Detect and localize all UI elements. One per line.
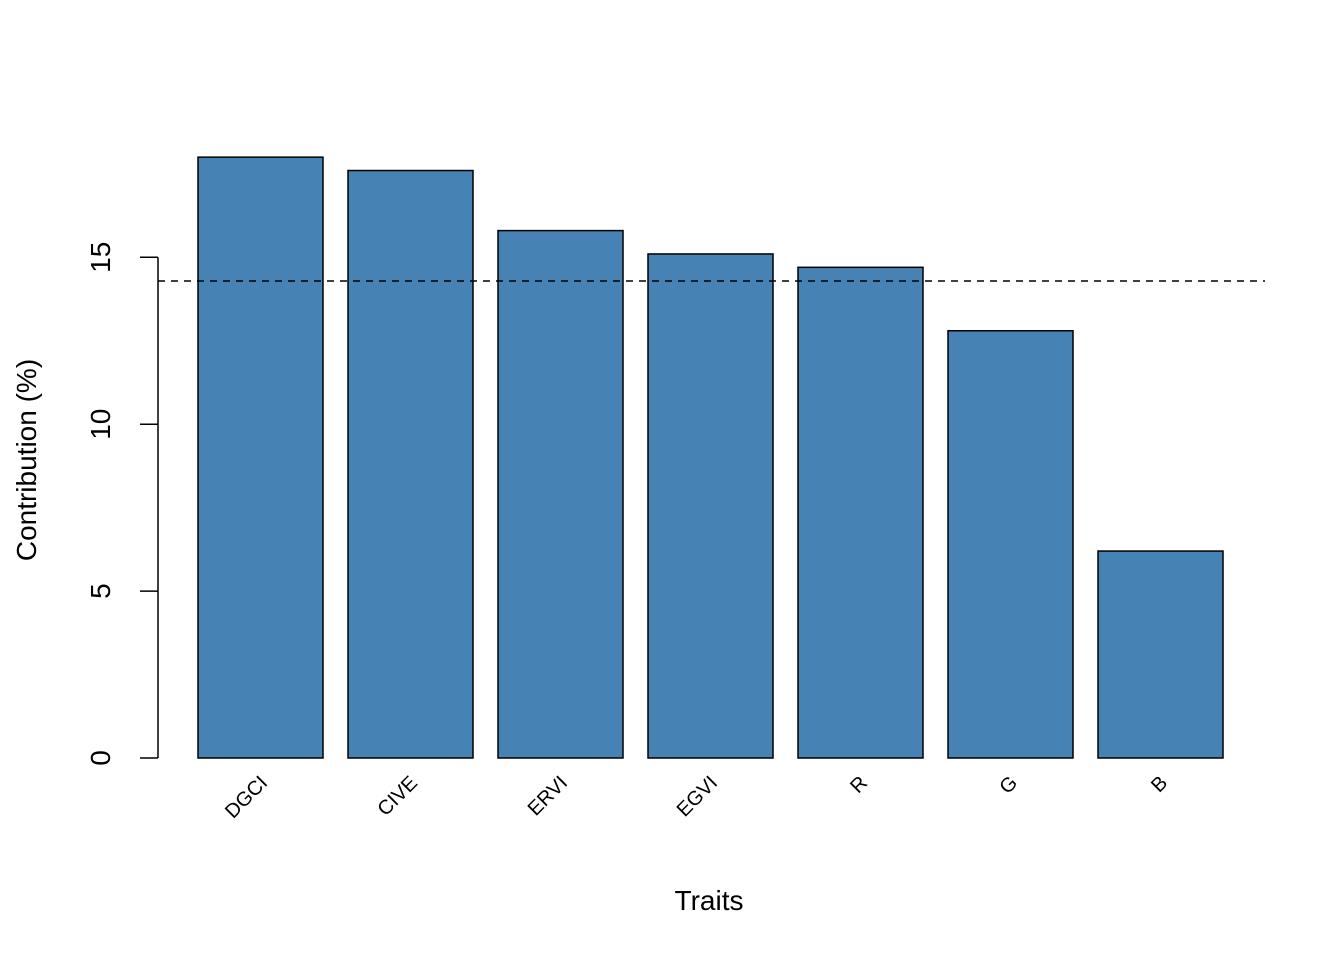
bars-group bbox=[197, 156, 1224, 759]
x-tick-labels: DGCI CIVE ERVI EGVI R G B bbox=[221, 772, 1172, 823]
x-tick-label: B bbox=[1147, 772, 1172, 797]
bar-r bbox=[797, 266, 924, 759]
x-tick-label: DGCI bbox=[221, 772, 272, 823]
x-tick-label: G bbox=[995, 772, 1022, 799]
x-tick-label: ERVI bbox=[524, 772, 572, 820]
bar-ervi bbox=[497, 229, 624, 759]
x-tick-label: EGVI bbox=[673, 772, 722, 821]
y-axis: 0 5 10 15 bbox=[85, 242, 159, 766]
y-axis-label: Contribution (%) bbox=[11, 359, 42, 561]
x-axis-label: Traits bbox=[675, 885, 744, 916]
x-tick-label: CIVE bbox=[373, 772, 422, 821]
x-tick-label: R bbox=[846, 772, 872, 798]
y-tick-label: 10 bbox=[85, 409, 116, 440]
bar-b bbox=[1097, 550, 1224, 759]
bar-dgci bbox=[197, 156, 324, 759]
bar-egvi bbox=[647, 253, 774, 759]
y-tick-label: 0 bbox=[85, 750, 116, 766]
y-tick-label: 5 bbox=[85, 583, 116, 599]
y-tick-label: 15 bbox=[85, 242, 116, 273]
bar-g bbox=[947, 329, 1074, 759]
bar-cive bbox=[347, 169, 474, 759]
